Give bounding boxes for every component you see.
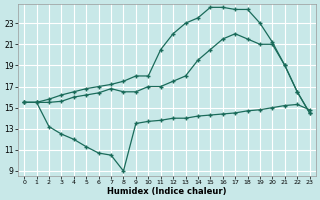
X-axis label: Humidex (Indice chaleur): Humidex (Indice chaleur) <box>107 187 227 196</box>
